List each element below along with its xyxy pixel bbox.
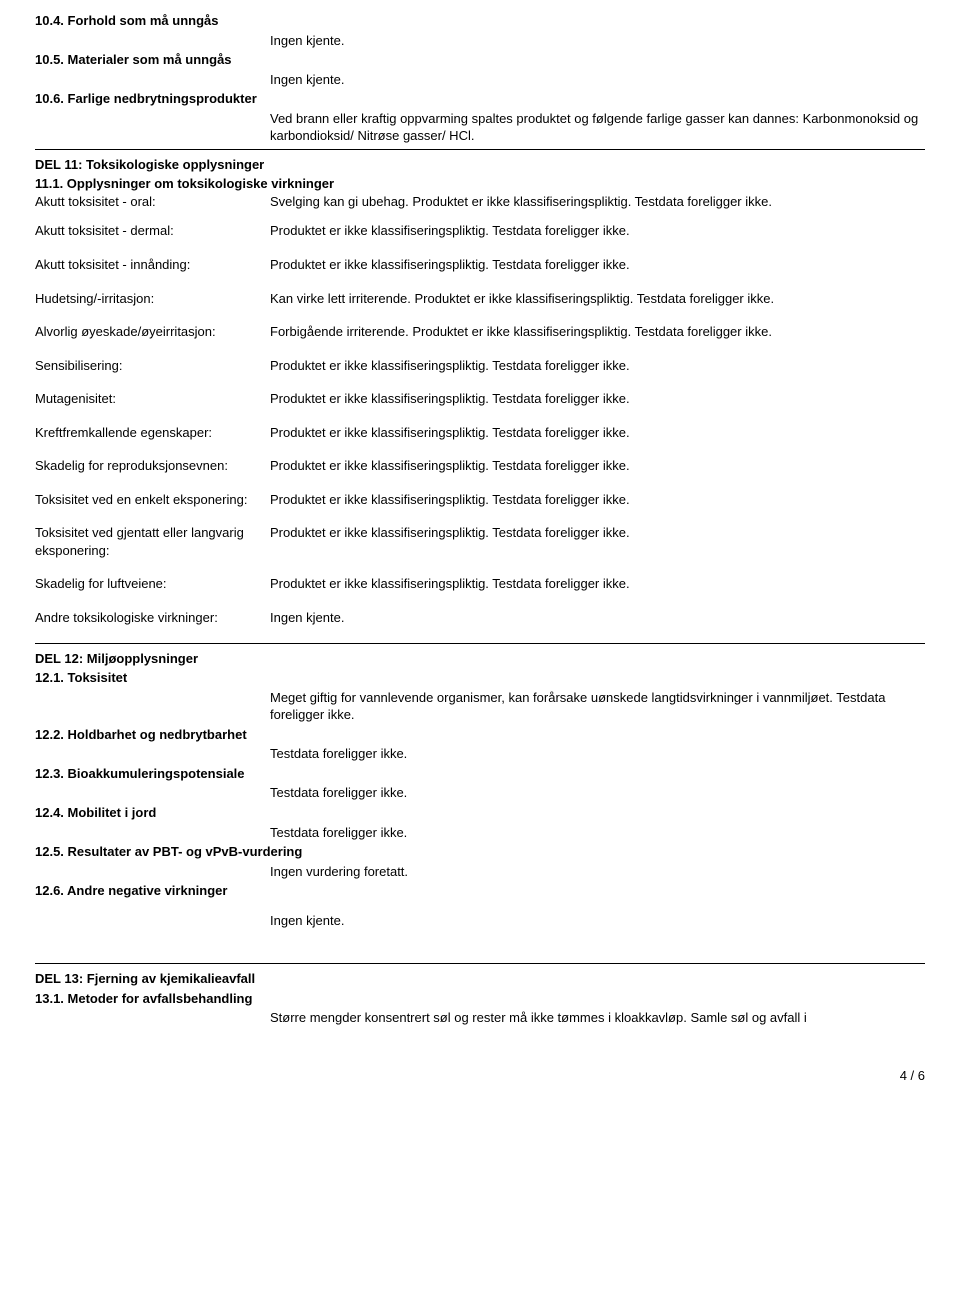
- tox-row: Skadelig for reproduksjonsevnen: Produkt…: [35, 457, 925, 475]
- tox-label: Skadelig for luftveiene:: [35, 575, 270, 593]
- tox-row: Akutt toksisitet - innånding: Produktet …: [35, 256, 925, 274]
- heading-12-5: 12.5. Resultater av PBT- og vPvB-vurderi…: [35, 843, 925, 861]
- heading-12-2: 12.2. Holdbarhet og nedbrytbarhet: [35, 726, 925, 744]
- tox-label: Toksisitet ved gjentatt eller langvarig …: [35, 524, 270, 559]
- tox-label: Akutt toksisitet - dermal:: [35, 222, 270, 240]
- value-13-1: Større mengder konsentrert søl og rester…: [35, 1009, 925, 1027]
- tox-value: Svelging kan gi ubehag. Produktet er ikk…: [270, 193, 925, 211]
- heading-10-5: 10.5. Materialer som må unngås: [35, 51, 925, 69]
- tox-row: Toksisitet ved en enkelt eksponering: Pr…: [35, 491, 925, 509]
- tox-row: Alvorlig øyeskade/øyeirritasjon: Forbigå…: [35, 323, 925, 341]
- tox-row: Akutt toksisitet - dermal: Produktet er …: [35, 222, 925, 240]
- tox-value: Produktet er ikke klassifiseringspliktig…: [270, 256, 925, 274]
- heading-12-6: 12.6. Andre negative virkninger: [35, 882, 925, 900]
- value-12-2: Testdata foreligger ikke.: [35, 745, 925, 763]
- tox-row: Akutt toksisitet - oral: Svelging kan gi…: [35, 193, 925, 211]
- value-12-4: Testdata foreligger ikke.: [35, 824, 925, 842]
- section-11-title: DEL 11: Toksikologiske opplysninger: [35, 156, 925, 174]
- tox-value: Produktet er ikke klassifiseringspliktig…: [270, 491, 925, 509]
- value-12-5: Ingen vurdering foretatt.: [35, 863, 925, 881]
- tox-label: Toksisitet ved en enkelt eksponering:: [35, 491, 270, 509]
- tox-label: Hudetsing/-irritasjon:: [35, 290, 270, 308]
- section-12-title: DEL 12: Miljøopplysninger: [35, 650, 925, 668]
- tox-label: Mutagenisitet:: [35, 390, 270, 408]
- divider: [35, 643, 925, 644]
- heading-12-4: 12.4. Mobilitet i jord: [35, 804, 925, 822]
- page-number: 4 / 6: [35, 1067, 925, 1085]
- value-12-6: Ingen kjente.: [35, 912, 925, 930]
- tox-label: Akutt toksisitet - innånding:: [35, 256, 270, 274]
- value-10-6: Ved brann eller kraftig oppvarming spalt…: [35, 110, 925, 145]
- tox-label: Akutt toksisitet - oral:: [35, 193, 270, 211]
- tox-row: Andre toksikologiske virkninger: Ingen k…: [35, 609, 925, 627]
- tox-label: Alvorlig øyeskade/øyeirritasjon:: [35, 323, 270, 341]
- tox-label: Andre toksikologiske virkninger:: [35, 609, 270, 627]
- value-12-3: Testdata foreligger ikke.: [35, 784, 925, 802]
- heading-10-6: 10.6. Farlige nedbrytningsprodukter: [35, 90, 925, 108]
- divider: [35, 963, 925, 964]
- tox-value: Produktet er ikke klassifiseringspliktig…: [270, 424, 925, 442]
- heading-11-1: 11.1. Opplysninger om toksikologiske vir…: [35, 175, 925, 193]
- tox-value: Produktet er ikke klassifiseringspliktig…: [270, 457, 925, 475]
- tox-value: Produktet er ikke klassifiseringspliktig…: [270, 222, 925, 240]
- tox-value: Produktet er ikke klassifiseringspliktig…: [270, 390, 925, 408]
- value-10-4: Ingen kjente.: [35, 32, 925, 50]
- tox-value: Produktet er ikke klassifiseringspliktig…: [270, 575, 925, 593]
- tox-row: Toksisitet ved gjentatt eller langvarig …: [35, 524, 925, 559]
- value-12-1: Meget giftig for vannlevende organismer,…: [35, 689, 925, 724]
- value-10-5: Ingen kjente.: [35, 71, 925, 89]
- tox-value: Ingen kjente.: [270, 609, 925, 627]
- tox-row: Sensibilisering: Produktet er ikke klass…: [35, 357, 925, 375]
- tox-label: Kreftfremkallende egenskaper:: [35, 424, 270, 442]
- tox-row: Mutagenisitet: Produktet er ikke klassif…: [35, 390, 925, 408]
- tox-value: Produktet er ikke klassifiseringspliktig…: [270, 524, 925, 559]
- divider: [35, 149, 925, 150]
- tox-row: Hudetsing/-irritasjon: Kan virke lett ir…: [35, 290, 925, 308]
- heading-12-1: 12.1. Toksisitet: [35, 669, 925, 687]
- section-13-title: DEL 13: Fjerning av kjemikalieavfall: [35, 970, 925, 988]
- tox-label: Sensibilisering:: [35, 357, 270, 375]
- tox-row: Skadelig for luftveiene: Produktet er ik…: [35, 575, 925, 593]
- heading-13-1: 13.1. Metoder for avfallsbehandling: [35, 990, 925, 1008]
- tox-value: Produktet er ikke klassifiseringspliktig…: [270, 357, 925, 375]
- tox-row: Kreftfremkallende egenskaper: Produktet …: [35, 424, 925, 442]
- heading-12-3: 12.3. Bioakkumuleringspotensiale: [35, 765, 925, 783]
- tox-value: Kan virke lett irriterende. Produktet er…: [270, 290, 925, 308]
- heading-10-4: 10.4. Forhold som må unngås: [35, 12, 925, 30]
- tox-value: Forbigående irriterende. Produktet er ik…: [270, 323, 925, 341]
- tox-label: Skadelig for reproduksjonsevnen:: [35, 457, 270, 475]
